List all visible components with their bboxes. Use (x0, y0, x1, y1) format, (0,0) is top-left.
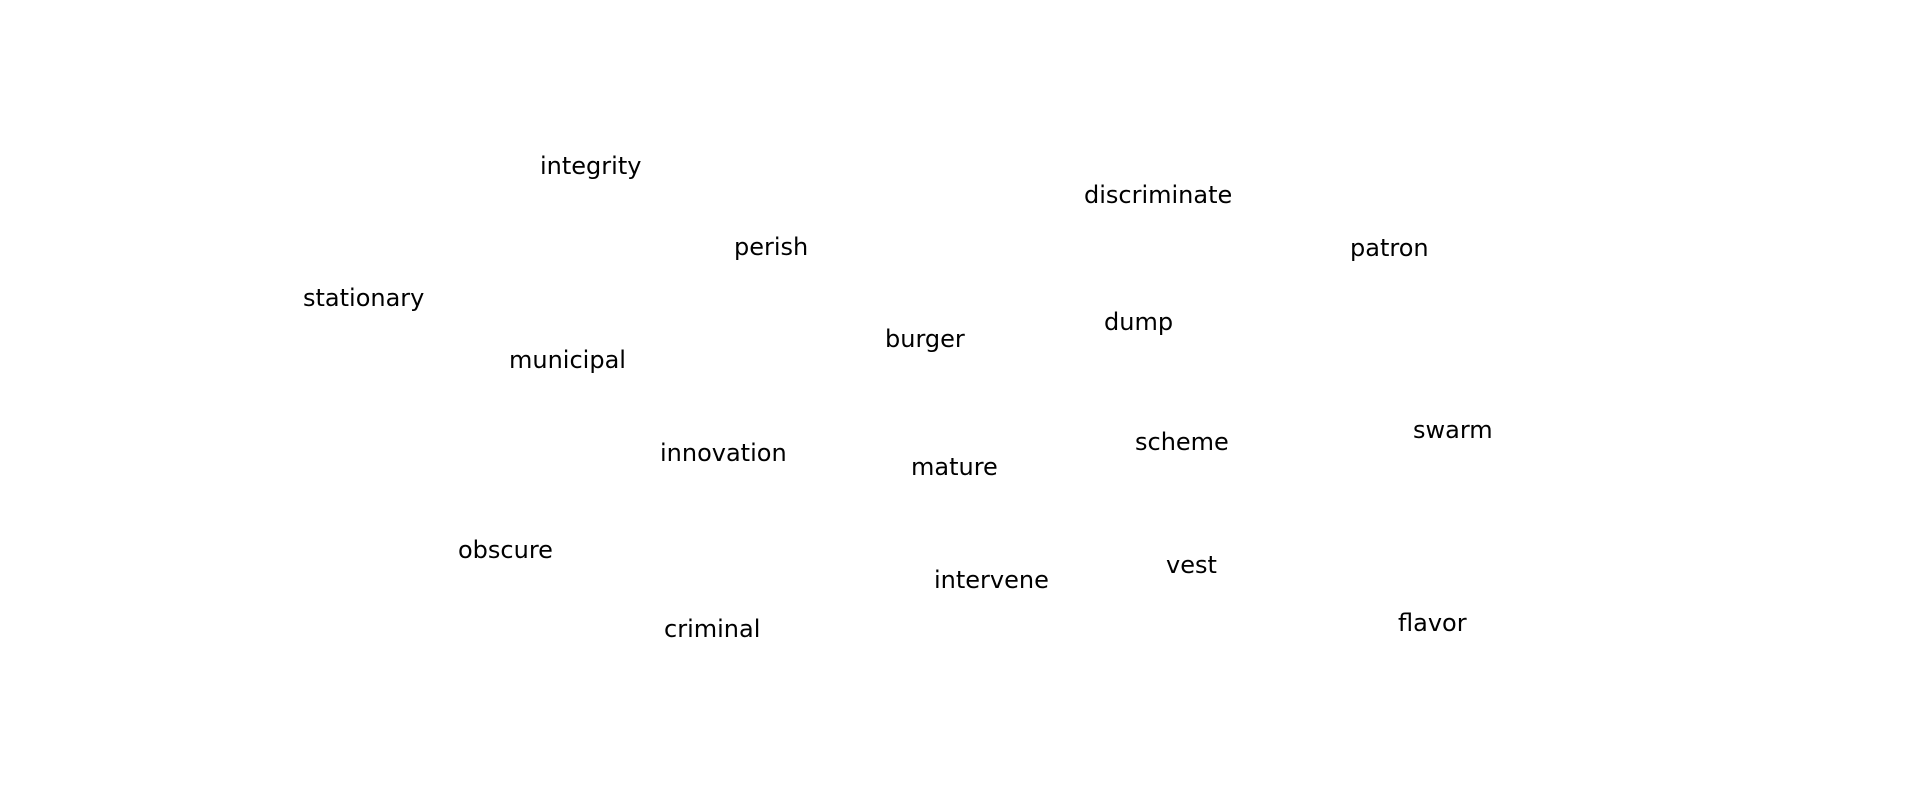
word-scheme: scheme (1135, 428, 1229, 456)
word-innovation: innovation (660, 439, 787, 467)
word-intervene: intervene (934, 566, 1049, 594)
word-swarm: swarm (1413, 416, 1493, 444)
word-criminal: criminal (664, 615, 761, 643)
word-integrity: integrity (540, 152, 642, 180)
word-stationary: stationary (303, 284, 425, 312)
word-patron: patron (1350, 234, 1429, 262)
word-municipal: municipal (509, 346, 626, 374)
word-flavor: flavor (1398, 609, 1467, 637)
word-burger: burger (885, 325, 965, 353)
word-discriminate: discriminate (1084, 181, 1233, 209)
word-mature: mature (911, 453, 998, 481)
word-perish: perish (734, 233, 809, 261)
word-dump: dump (1104, 308, 1174, 336)
word-obscure: obscure (458, 536, 553, 564)
word-vest: vest (1166, 551, 1217, 579)
